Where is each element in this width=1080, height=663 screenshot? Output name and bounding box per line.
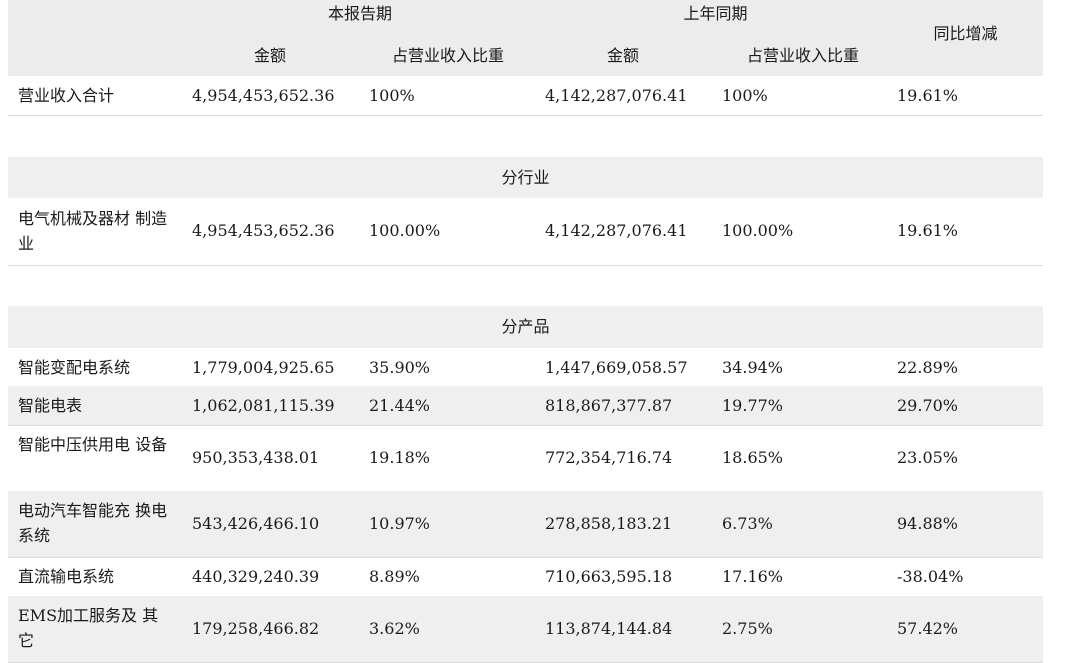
row-label: 直流输电系统	[18, 567, 115, 586]
section-header-product: 分产品	[8, 306, 1043, 348]
previous-share: 17.16%	[722, 567, 784, 586]
table-header: 本报告期 上年同期 同比增减 金额 占营业收入比重 金额 占营业收入比重	[8, 0, 1043, 76]
row-label: 智能变配电系统	[18, 358, 131, 377]
previous-share: 18.65%	[722, 448, 784, 467]
current-share: 100%	[369, 86, 415, 105]
current-share: 8.89%	[369, 567, 420, 586]
current-amount: 950,353,438.01	[192, 448, 320, 467]
row-label: EMS加工服务及 其它	[18, 606, 159, 650]
yoy-change: 23.05%	[897, 448, 959, 467]
current-share: 19.18%	[369, 448, 431, 467]
header-current-share: 占营业收入比重	[391, 46, 504, 65]
table-row: 智能电表 1,062,081,115.39 21.44% 818,867,377…	[8, 386, 1043, 426]
previous-amount: 1,447,669,058.57	[545, 358, 688, 377]
previous-share: 19.77%	[722, 396, 784, 415]
current-share: 100.00%	[369, 221, 441, 240]
row-label: 营业收入合计	[18, 86, 115, 105]
current-amount: 1,062,081,115.39	[192, 396, 335, 415]
yoy-change: 29.70%	[897, 396, 959, 415]
previous-amount: 818,867,377.87	[545, 396, 673, 415]
previous-amount: 4,142,287,076.41	[545, 86, 688, 105]
section-title: 分产品	[501, 317, 550, 336]
header-yoy-change: 同比增减	[933, 24, 998, 43]
previous-share: 100.00%	[722, 221, 794, 240]
table-row: 智能中压供用电 设备 950,353,438.01 19.18% 772,354…	[8, 425, 1043, 492]
previous-share: 100%	[722, 86, 768, 105]
table-row: EMS加工服务及 其它 179,258,466.82 3.62% 113,874…	[8, 596, 1043, 663]
current-amount: 179,258,466.82	[192, 619, 320, 638]
current-share: 21.44%	[369, 396, 431, 415]
row-label: 智能中压供用电 设备	[18, 435, 168, 454]
table-row: 电气机械及器材 制造业 4,954,453,652.36 100.00% 4,1…	[8, 198, 1043, 266]
current-amount: 4,954,453,652.36	[192, 86, 335, 105]
yoy-change: 22.89%	[897, 358, 959, 377]
current-share: 35.90%	[369, 358, 431, 377]
row-label: 智能电表	[18, 396, 83, 415]
yoy-change: 19.61%	[897, 86, 959, 105]
current-share: 10.97%	[369, 514, 431, 533]
yoy-change: 19.61%	[897, 221, 959, 240]
header-current-period: 本报告期	[327, 4, 392, 23]
header-previous-period: 上年同期	[683, 4, 748, 23]
current-amount: 1,779,004,925.65	[192, 358, 335, 377]
previous-amount: 710,663,595.18	[545, 567, 673, 586]
table-row: 直流输电系统 440,329,240.39 8.89% 710,663,595.…	[8, 557, 1043, 597]
section-title: 分行业	[501, 168, 550, 187]
previous-amount: 772,354,716.74	[545, 448, 673, 467]
previous-share: 34.94%	[722, 358, 784, 377]
yoy-change: 94.88%	[897, 514, 959, 533]
previous-amount: 4,142,287,076.41	[545, 221, 688, 240]
current-share: 3.62%	[369, 619, 420, 638]
yoy-change: -38.04%	[897, 567, 964, 586]
table-row: 电动汽车智能充 换电系统 543,426,466.10 10.97% 278,8…	[8, 491, 1043, 558]
row-label: 电动汽车智能充 换电系统	[18, 501, 168, 545]
yoy-change: 57.42%	[897, 619, 959, 638]
previous-share: 2.75%	[722, 619, 773, 638]
section-header-industry: 分行业	[8, 157, 1043, 198]
header-previous-amount: 金额	[606, 46, 639, 65]
table-row-total: 营业收入合计 4,954,453,652.36 100% 4,142,287,0…	[8, 76, 1043, 116]
header-previous-share: 占营业收入比重	[746, 46, 859, 65]
previous-amount: 113,874,144.84	[545, 619, 673, 638]
current-amount: 440,329,240.39	[192, 567, 320, 586]
current-amount: 543,426,466.10	[192, 514, 320, 533]
header-current-amount: 金额	[253, 46, 286, 65]
current-amount: 4,954,453,652.36	[192, 221, 335, 240]
previous-share: 6.73%	[722, 514, 773, 533]
table-row: 智能变配电系统 1,779,004,925.65 35.90% 1,447,66…	[8, 348, 1043, 387]
previous-amount: 278,858,183.21	[545, 514, 673, 533]
row-label: 电气机械及器材 制造业	[18, 209, 168, 253]
